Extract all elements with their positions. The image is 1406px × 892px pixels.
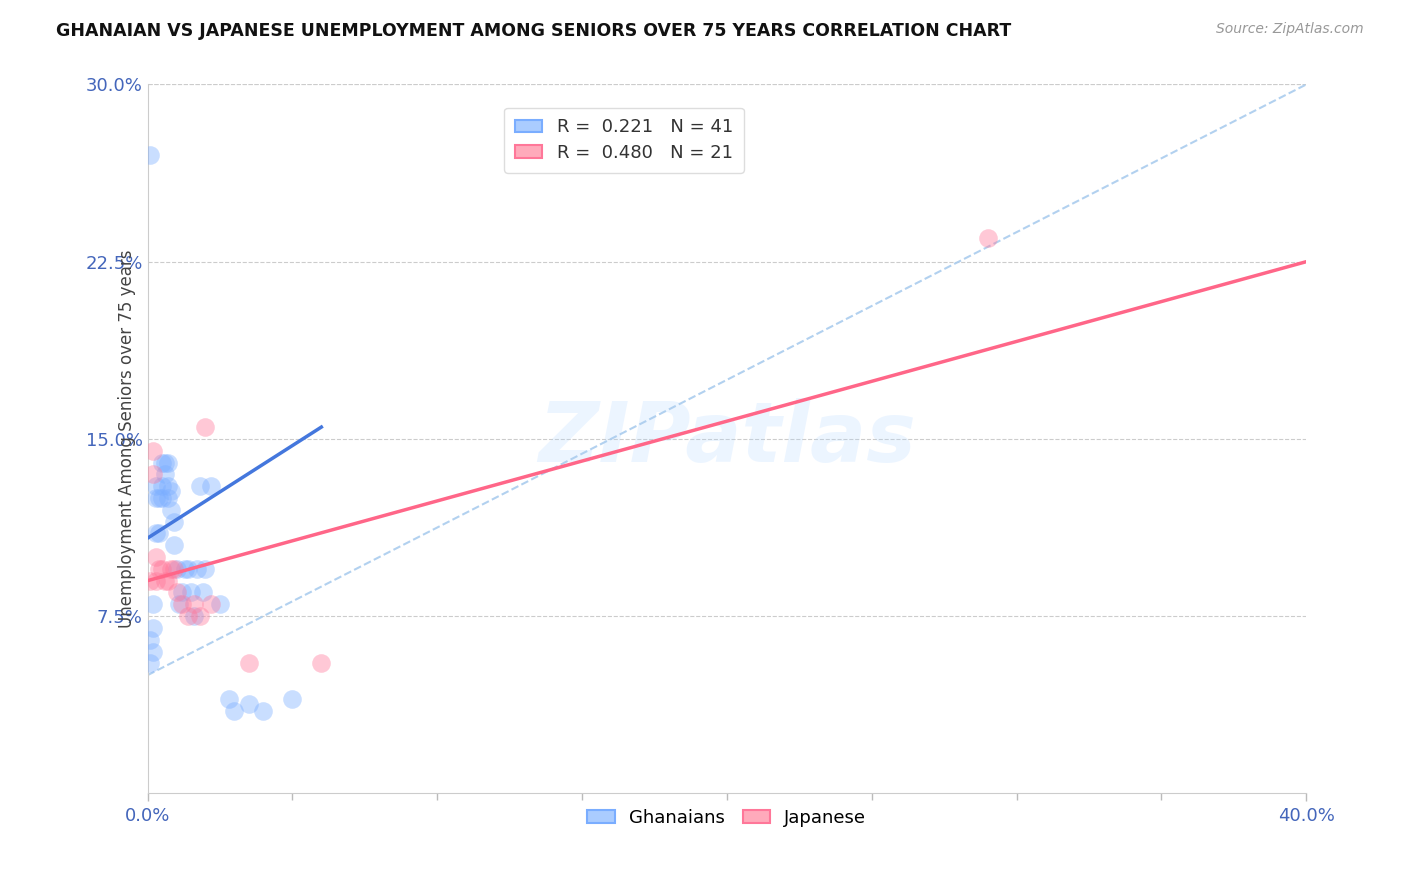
Point: [162, 515, 184, 529]
Point: [166, 585, 188, 599]
Point: [188, 609, 211, 624]
Point: [156, 456, 179, 470]
Point: [224, 704, 246, 718]
Point: [172, 585, 194, 599]
Point: [183, 609, 205, 624]
Point: [186, 562, 208, 576]
Point: [191, 585, 214, 599]
Point: [153, 574, 176, 588]
Point: [311, 657, 333, 671]
Text: GHANAIAN VS JAPANESE UNEMPLOYMENT AMONG SENIORS OVER 75 YEARS CORRELATION CHART: GHANAIAN VS JAPANESE UNEMPLOYMENT AMONG …: [56, 22, 1011, 40]
Y-axis label: Unemployment Among Seniors over 75 years: Unemployment Among Seniors over 75 years: [118, 250, 136, 628]
Point: [172, 597, 194, 611]
Point: [139, 632, 162, 647]
Point: [142, 644, 165, 658]
Point: [156, 479, 179, 493]
Point: [976, 231, 998, 245]
Point: [159, 562, 181, 576]
Point: [194, 562, 217, 576]
Point: [200, 597, 222, 611]
Point: [166, 562, 188, 576]
Point: [150, 456, 173, 470]
Point: [148, 491, 170, 505]
Point: [148, 562, 170, 576]
Point: [162, 538, 184, 552]
Point: [169, 597, 191, 611]
Point: [188, 479, 211, 493]
Text: Source: ZipAtlas.com: Source: ZipAtlas.com: [1216, 22, 1364, 37]
Point: [153, 456, 176, 470]
Point: [238, 697, 260, 711]
Point: [145, 479, 167, 493]
Point: [252, 704, 274, 718]
Point: [162, 562, 184, 576]
Point: [218, 691, 240, 706]
Point: [150, 491, 173, 505]
Point: [139, 657, 162, 671]
Point: [200, 479, 222, 493]
Point: [142, 597, 165, 611]
Point: [139, 148, 162, 162]
Point: [156, 491, 179, 505]
Point: [150, 562, 173, 576]
Point: [208, 597, 231, 611]
Point: [281, 691, 304, 706]
Point: [177, 562, 200, 576]
Point: [148, 526, 170, 541]
Text: ZIPatlas: ZIPatlas: [538, 399, 915, 479]
Point: [145, 574, 167, 588]
Point: [142, 443, 165, 458]
Point: [183, 597, 205, 611]
Point: [139, 574, 162, 588]
Point: [150, 479, 173, 493]
Point: [180, 585, 202, 599]
Point: [174, 562, 197, 576]
Point: [156, 574, 179, 588]
Point: [238, 657, 260, 671]
Point: [145, 549, 167, 564]
Point: [159, 483, 181, 498]
Point: [153, 467, 176, 482]
Point: [194, 420, 217, 434]
Point: [145, 526, 167, 541]
Point: [145, 491, 167, 505]
Point: [159, 503, 181, 517]
Point: [142, 621, 165, 635]
Point: [177, 609, 200, 624]
Point: [142, 467, 165, 482]
Legend: Ghanaians, Japanese: Ghanaians, Japanese: [581, 802, 873, 834]
